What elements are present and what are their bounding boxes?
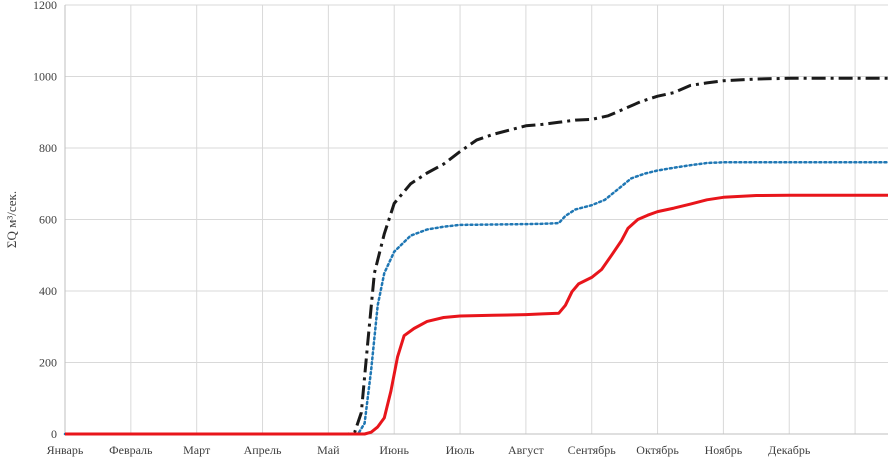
y-tick-label-1000: 1000 bbox=[33, 70, 57, 84]
x-tick-label-2: Февраль bbox=[109, 443, 153, 457]
y-tick-label-1200: 1200 bbox=[33, 0, 57, 12]
series-line-3-solid bbox=[65, 193, 888, 436]
x-tick-label-6: Июнь bbox=[379, 443, 409, 457]
tick-labels: 0 200 400 600 800 1000 1200 Январь Февраль Март Ап… bbox=[4, 0, 811, 457]
x-tick-label-5: Май bbox=[317, 443, 340, 457]
y-tick-label-400: 400 bbox=[39, 284, 57, 298]
grid bbox=[65, 4, 888, 434]
x-tick-label-12: Декабрь bbox=[768, 443, 811, 457]
y-tick-label-800: 800 bbox=[39, 141, 57, 155]
y-tick-label-200: 200 bbox=[39, 356, 57, 370]
x-tick-label-9: Сентябрь bbox=[568, 443, 617, 457]
x-tick-label-10: Октябрь bbox=[636, 443, 679, 457]
y-tick-label-600: 600 bbox=[39, 213, 57, 227]
x-tick-label-3: Март bbox=[183, 443, 211, 457]
y-tick-label-0: 0 bbox=[51, 427, 57, 441]
x-tick-label-4: Апрель bbox=[244, 443, 282, 457]
x-tick-label-11: Ноябрь bbox=[705, 443, 743, 457]
x-tick-label-8: Август bbox=[508, 443, 545, 457]
x-tick-label-7: Июль bbox=[446, 443, 475, 457]
series-lines bbox=[63, 76, 890, 436]
series-line-2-dotted bbox=[63, 161, 890, 436]
x-tick-label-1: Январь bbox=[47, 443, 84, 457]
series-line-1-dash-dot bbox=[65, 76, 888, 436]
y-axis-title: ΣQ м³/сек. bbox=[4, 191, 19, 248]
